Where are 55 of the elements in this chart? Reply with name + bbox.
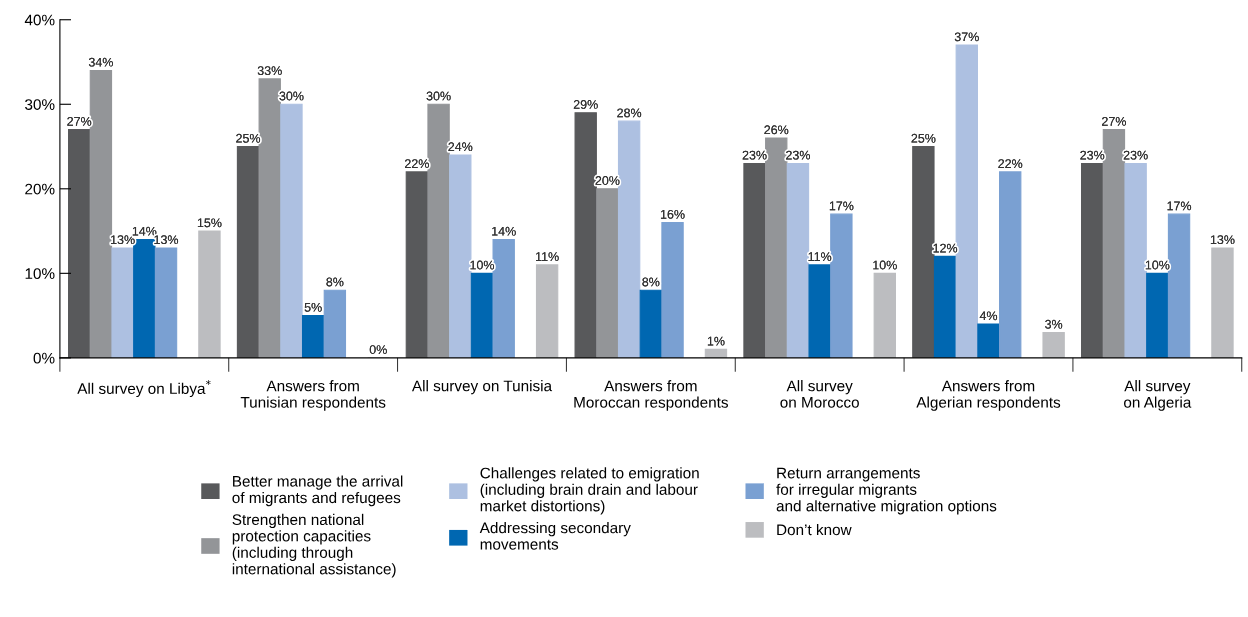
data-label: 13% — [111, 235, 135, 245]
data-label: 30% — [426, 91, 451, 101]
data-label: 4% — [979, 311, 998, 321]
data-label: 23% — [1123, 150, 1148, 160]
y-tick-label: 40% — [24, 14, 55, 26]
data-label: 15% — [197, 218, 222, 228]
data-label: 24% — [448, 142, 473, 152]
data-label: 17% — [1167, 201, 1192, 211]
y-tick-label: 10% — [25, 268, 55, 280]
data-label: 22% — [404, 159, 429, 168]
legend-label: Don’t know — [777, 523, 852, 536]
data-label: 27% — [1102, 116, 1126, 126]
data-label: 23% — [1080, 150, 1105, 160]
data-label: 8% — [642, 277, 660, 287]
legend-label: Strengthen national protection capacities (including through international assistance) — [232, 513, 396, 578]
data-label: 26% — [764, 125, 789, 135]
data-label: 11% — [536, 252, 559, 261]
data-label: 37% — [954, 32, 979, 42]
data-label: 22% — [998, 159, 1023, 168]
data-label: 13% — [154, 235, 179, 245]
data-label: 0% — [369, 345, 387, 354]
y-tick-label: 20% — [25, 183, 55, 195]
data-label: 25% — [236, 133, 261, 143]
data-label: 30% — [279, 91, 304, 101]
data-label: 33% — [257, 66, 282, 76]
data-label: 14% — [132, 226, 157, 236]
data-label: 5% — [304, 302, 322, 312]
data-label: 8% — [326, 277, 344, 287]
data-label: 28% — [617, 108, 642, 118]
data-label: 16% — [660, 209, 685, 219]
y-tick-label: 0% — [33, 352, 55, 364]
data-label: 23% — [742, 150, 767, 160]
data-label: 29% — [573, 100, 598, 109]
data-label: 27% — [67, 116, 92, 126]
data-label: 17% — [829, 201, 854, 211]
x-tick-label: All survey on Morocco — [780, 380, 859, 408]
data-label: 25% — [911, 133, 936, 143]
legend-label: Better manage the arrival of migrants and refugees — [232, 475, 403, 507]
data-label: 14% — [492, 226, 516, 236]
legend-label: Addressing secondary movements — [479, 522, 631, 550]
x-tick-label: All survey on Libya$^{*}$ — [77, 380, 211, 398]
legend-label: Challenges related to emigration (including brain drain and labour market distortions) — [480, 467, 699, 515]
data-label: 10% — [873, 260, 897, 270]
y-tick-label: 30% — [25, 99, 55, 110]
x-tick-label: All survey on Tunisia — [411, 380, 553, 395]
x-tick-label: Answers from Moroccan respondents — [574, 380, 728, 411]
data-label: 34% — [88, 57, 113, 67]
x-tick-label: All survey on Algeria — [1124, 380, 1192, 411]
data-label: 1% — [707, 336, 725, 346]
data-label: 3% — [1045, 319, 1063, 329]
legend-label: Return arrangements for irregular migrants and alternative migration options — [776, 467, 997, 515]
x-tick-label: Answers from Algerian respondents — [916, 380, 1061, 411]
data-label: 13% — [1210, 235, 1235, 245]
data-label: 23% — [786, 150, 811, 160]
x-tick-label: Answers from Tunisian respondents — [240, 380, 386, 411]
